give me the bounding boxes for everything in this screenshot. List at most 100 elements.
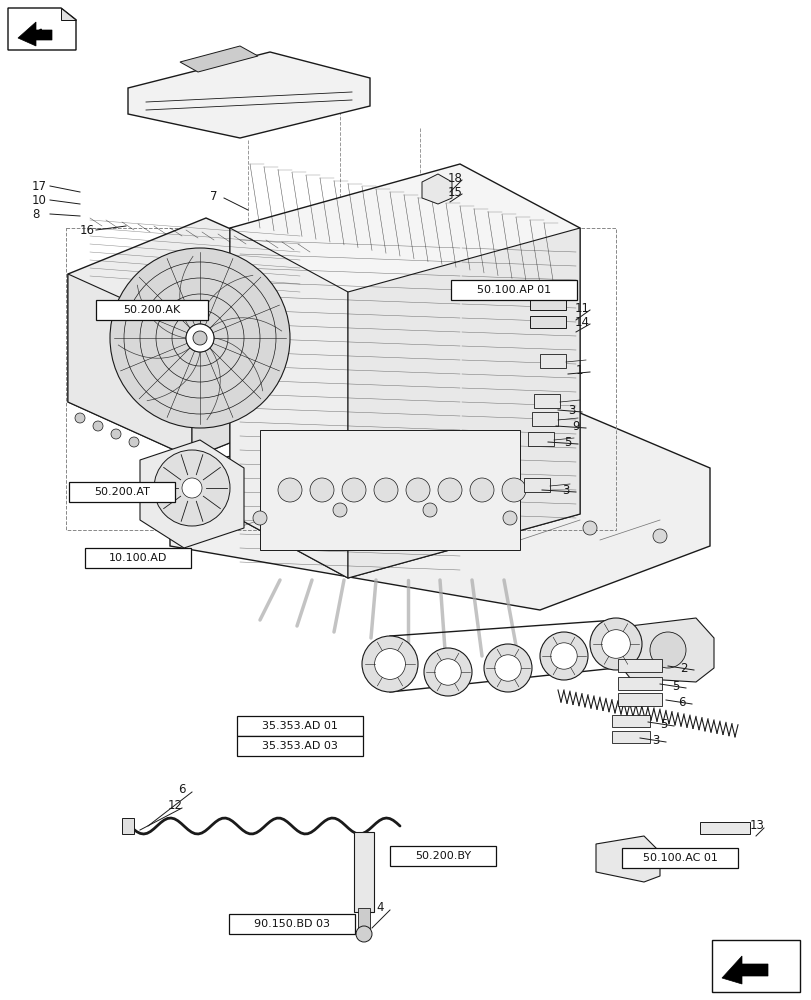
Text: 16: 16 [80,224,95,236]
Polygon shape [8,8,76,50]
Circle shape [437,478,461,502]
Polygon shape [230,164,579,578]
Text: 5: 5 [659,718,667,730]
Text: 1: 1 [575,363,583,376]
Text: 2: 2 [679,662,687,674]
Text: 35.353.AD 03: 35.353.AD 03 [262,741,337,751]
Bar [237,716,363,736]
Text: 9: 9 [571,420,579,432]
Text: 5: 5 [564,436,571,448]
Polygon shape [191,274,332,458]
Circle shape [649,632,685,668]
Circle shape [341,478,366,502]
Text: 90.150.BD 03: 90.150.BD 03 [254,919,329,929]
Bar [611,731,649,743]
Circle shape [193,523,207,537]
Bar [354,832,374,912]
Circle shape [374,478,397,502]
Bar [85,548,191,568]
Circle shape [374,649,405,679]
Text: 50.200.AT: 50.200.AT [94,487,150,497]
Bar [530,316,565,328]
Circle shape [129,437,139,447]
Circle shape [182,478,202,498]
Circle shape [406,478,430,502]
Bar [711,940,799,992]
Text: 10.100.AD: 10.100.AD [109,553,167,563]
Bar [534,394,560,408]
Text: 50.200.AK: 50.200.AK [123,305,180,315]
Polygon shape [68,274,191,458]
Polygon shape [616,618,713,682]
Text: 15: 15 [448,186,462,198]
Bar [530,298,565,310]
Polygon shape [422,174,452,204]
Polygon shape [169,396,709,610]
Text: 10: 10 [32,194,47,207]
Polygon shape [128,52,370,138]
Circle shape [154,450,230,526]
Circle shape [277,478,302,502]
Text: 11: 11 [574,302,590,314]
Text: 17: 17 [32,180,47,193]
Bar [358,908,370,932]
Circle shape [362,636,418,692]
Text: 50.100.AP 01: 50.100.AP 01 [476,285,551,295]
Text: 6: 6 [178,783,185,796]
Polygon shape [180,46,258,72]
Text: 5: 5 [672,680,679,692]
Bar [617,677,661,690]
Text: 7: 7 [210,190,217,202]
Bar [539,354,565,368]
Text: 14: 14 [574,316,590,328]
Text: 6: 6 [677,696,684,708]
Circle shape [423,503,436,517]
Bar [229,914,354,934]
Text: 8: 8 [32,208,39,221]
Circle shape [501,478,526,502]
Circle shape [75,413,85,423]
Circle shape [601,630,629,658]
Circle shape [333,503,346,517]
Polygon shape [139,440,243,548]
Circle shape [253,511,267,525]
Bar [617,693,661,706]
Bar [260,430,519,550]
Circle shape [434,659,461,685]
Bar [96,300,208,320]
Bar [237,736,363,756]
Circle shape [470,478,493,502]
Text: 50.200.BY: 50.200.BY [414,851,470,861]
Text: 3: 3 [651,734,659,746]
Bar [527,432,553,446]
Text: 18: 18 [448,172,462,185]
Polygon shape [18,22,52,46]
Circle shape [652,529,666,543]
Polygon shape [595,836,659,882]
Circle shape [483,644,531,692]
Circle shape [109,248,290,428]
Circle shape [502,511,517,525]
Bar [621,848,737,868]
Circle shape [111,429,121,439]
Polygon shape [721,956,767,984]
Bar [380,228,616,530]
Text: 12: 12 [168,799,182,812]
Circle shape [423,648,471,696]
Bar [389,846,496,866]
Text: 13: 13 [749,819,764,832]
Bar [617,659,661,672]
Text: 3: 3 [568,403,575,416]
Circle shape [93,421,103,431]
Polygon shape [230,228,348,578]
Polygon shape [61,8,76,20]
Circle shape [590,618,642,670]
Circle shape [355,926,371,942]
Circle shape [550,643,577,669]
Text: 50.100.AC 01: 50.100.AC 01 [642,853,717,863]
Circle shape [494,655,521,681]
Polygon shape [348,228,579,578]
Text: 35.353.AD 01: 35.353.AD 01 [262,721,337,731]
Bar [450,280,577,300]
Text: 3: 3 [561,484,569,496]
